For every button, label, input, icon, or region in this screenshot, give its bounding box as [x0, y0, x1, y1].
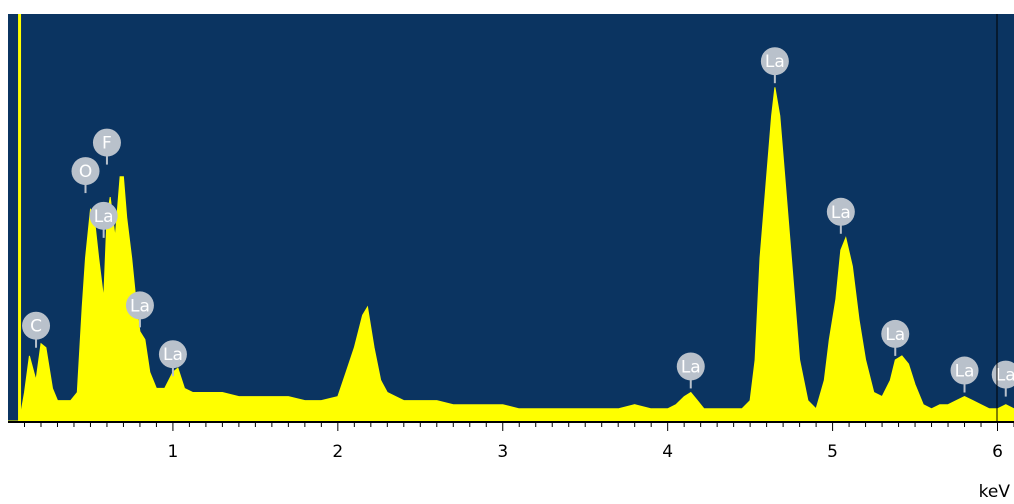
peak-marker-circle — [950, 356, 979, 385]
peak-marker-circle — [92, 128, 121, 157]
peak-label-la-3: La — [94, 207, 114, 227]
peak-marker-circle — [71, 157, 100, 186]
x-tick-label-4: 4 — [662, 442, 673, 462]
x-tick-label-5: 5 — [827, 442, 838, 462]
peak-label-f-2: F — [102, 134, 112, 154]
x-tick-label-2: 2 — [332, 442, 343, 462]
peak-label-la-5: La — [163, 345, 183, 365]
peak-marker-circle — [881, 319, 910, 348]
peak-marker-circle — [158, 340, 187, 369]
peak-label-la-10: La — [955, 362, 975, 382]
peak-label-la-9: La — [885, 325, 905, 345]
peak-label-la-11: La — [996, 366, 1014, 386]
peak-marker-circle — [826, 197, 855, 226]
peak-marker-circle — [125, 291, 154, 320]
x-tick-label-1: 1 — [168, 442, 179, 462]
peak-marker-circle — [760, 47, 789, 76]
peak-label-o-1: O — [79, 162, 92, 182]
peak-label-la-6: La — [681, 357, 701, 377]
peak-label-la-8: La — [831, 203, 851, 223]
peak-label-c-0: C — [30, 317, 42, 337]
peak-marker-circle — [22, 311, 51, 340]
x-axis-label: keV — [979, 482, 1011, 502]
peak-marker-circle — [676, 352, 705, 381]
peak-label-la-7: La — [765, 52, 785, 72]
x-tick-label-3: 3 — [497, 442, 508, 462]
x-tick-label-6: 6 — [992, 442, 1003, 462]
peak-marker-circle — [89, 201, 118, 230]
peak-label-la-4: La — [130, 296, 150, 316]
